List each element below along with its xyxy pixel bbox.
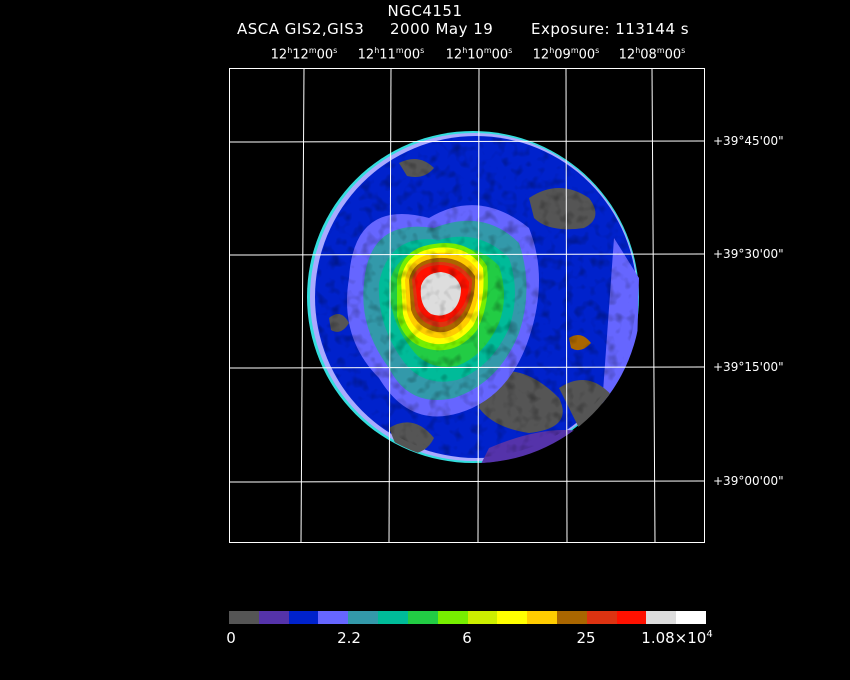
colorbar-tick: 25 bbox=[576, 629, 596, 647]
ra-gridline bbox=[388, 68, 392, 543]
colorbar-swatch bbox=[586, 611, 617, 624]
instrument-label: ASCA GIS2,GIS3 bbox=[237, 20, 365, 38]
ra-gridline bbox=[477, 68, 480, 543]
ra-gridline bbox=[651, 68, 656, 543]
colorbar-swatch bbox=[378, 611, 408, 624]
ra-tick-label: 12h11m00s bbox=[357, 46, 425, 63]
colorbar-swatch bbox=[318, 611, 349, 624]
ra-gridline bbox=[565, 68, 568, 543]
colorbar-swatch bbox=[437, 611, 468, 624]
date-label: 2000 May 19 bbox=[390, 20, 494, 38]
xray-image-panel bbox=[229, 68, 705, 543]
colorbar-swatch bbox=[467, 611, 498, 624]
colorbar-swatch bbox=[676, 611, 706, 624]
colorbar-swatch bbox=[407, 611, 438, 624]
dec-gridline bbox=[229, 366, 705, 369]
dec-gridline bbox=[229, 253, 705, 256]
image-frame bbox=[229, 68, 705, 543]
ra-tick-label: 12h12m00s bbox=[270, 46, 338, 63]
colorbar-swatch bbox=[616, 611, 647, 624]
noise-texture bbox=[316, 137, 636, 457]
colorbar-swatch bbox=[348, 611, 379, 624]
colorbar-tick-max: 1.08×104 bbox=[641, 629, 713, 647]
ra-tick-label: 12h09m00s bbox=[532, 46, 600, 63]
colorbar-swatch bbox=[646, 611, 677, 624]
colorbar bbox=[229, 611, 706, 624]
coordinate-grid bbox=[229, 68, 705, 543]
colorbar-swatch bbox=[229, 611, 259, 624]
dec-tick-label: +39°00'00" bbox=[713, 474, 784, 488]
colorbar-tick: 2.2 bbox=[337, 629, 361, 647]
exposure-label: Exposure: 113144 s bbox=[531, 20, 690, 38]
dec-tick-label: +39°30'00" bbox=[713, 247, 784, 261]
dec-tick-label: +39°15'00" bbox=[713, 360, 784, 374]
colorbar-swatch bbox=[527, 611, 557, 624]
colorbar-tick: 0 bbox=[226, 629, 236, 647]
ra-tick-label: 12h10m00s bbox=[445, 46, 513, 63]
colorbar-tick: 6 bbox=[462, 629, 472, 647]
object-title: NGC4151 bbox=[387, 2, 463, 20]
colorbar-swatch bbox=[258, 611, 289, 624]
ra-tick-label: 12h08m00s bbox=[618, 46, 686, 63]
colorbar-swatch bbox=[497, 611, 528, 624]
colorbar-swatch bbox=[556, 611, 587, 624]
dec-tick-label: +39°45'00" bbox=[713, 134, 784, 148]
colorbar-swatch bbox=[288, 611, 319, 624]
ra-gridline bbox=[300, 68, 305, 543]
dec-gridline bbox=[229, 480, 705, 483]
dec-gridline bbox=[229, 140, 705, 143]
